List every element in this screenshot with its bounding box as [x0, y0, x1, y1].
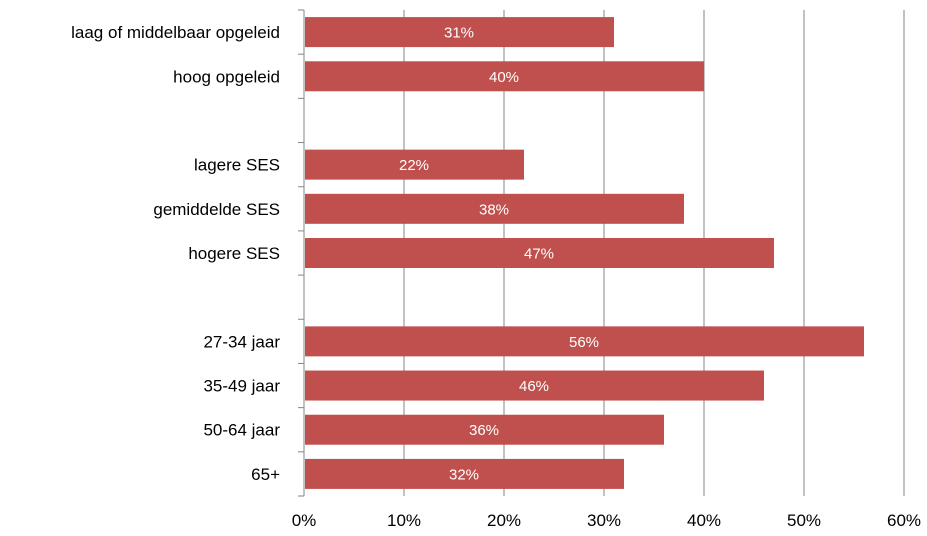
x-tick-label: 30% — [587, 511, 621, 530]
data-label: 32% — [449, 466, 479, 483]
bar — [305, 193, 684, 224]
category-label: 35-49 jaar — [203, 377, 280, 396]
x-tick-label: 10% — [387, 511, 421, 530]
bar — [305, 458, 624, 489]
data-label: 56% — [569, 334, 599, 351]
category-label: 27-34 jaar — [203, 332, 280, 351]
bar — [305, 238, 774, 268]
x-tick-label: 20% — [487, 511, 521, 530]
bar — [305, 414, 664, 445]
bar — [305, 370, 764, 401]
data-label: 22% — [399, 157, 429, 174]
category-label: lagere SES — [194, 156, 280, 175]
y-axis — [298, 9, 305, 497]
bar — [305, 149, 524, 180]
x-tick-label: 50% — [787, 511, 821, 530]
category-label: gemiddelde SES — [153, 200, 280, 219]
bar — [305, 17, 614, 48]
data-label: 46% — [519, 378, 549, 395]
x-tick-labels: 0% 10% 20% 30% 40% 50% 60% — [292, 511, 921, 530]
bars — [305, 17, 864, 489]
x-tick-label: 0% — [292, 511, 317, 530]
category-label: laag of middelbaar opgeleid — [71, 23, 280, 42]
bar — [305, 61, 704, 92]
data-label: 36% — [469, 422, 499, 439]
category-labels: laag of middelbaar opgeleid hoog opgeleid… — [71, 23, 280, 484]
category-label: hoog opgeleid — [173, 67, 280, 86]
data-label: 38% — [479, 201, 509, 218]
bar — [305, 326, 864, 357]
category-label: hogere SES — [188, 244, 280, 263]
data-label: 31% — [444, 25, 474, 42]
category-label: 50-64 jaar — [203, 421, 280, 440]
data-labels: 31% 40% 22% 38% 47% 56% 46% 36% 32% — [399, 25, 599, 484]
category-label: 65+ — [251, 465, 280, 484]
data-label: 47% — [524, 246, 554, 263]
x-tick-label: 40% — [687, 511, 721, 530]
data-label: 40% — [489, 69, 519, 86]
x-tick-label: 60% — [887, 511, 921, 530]
